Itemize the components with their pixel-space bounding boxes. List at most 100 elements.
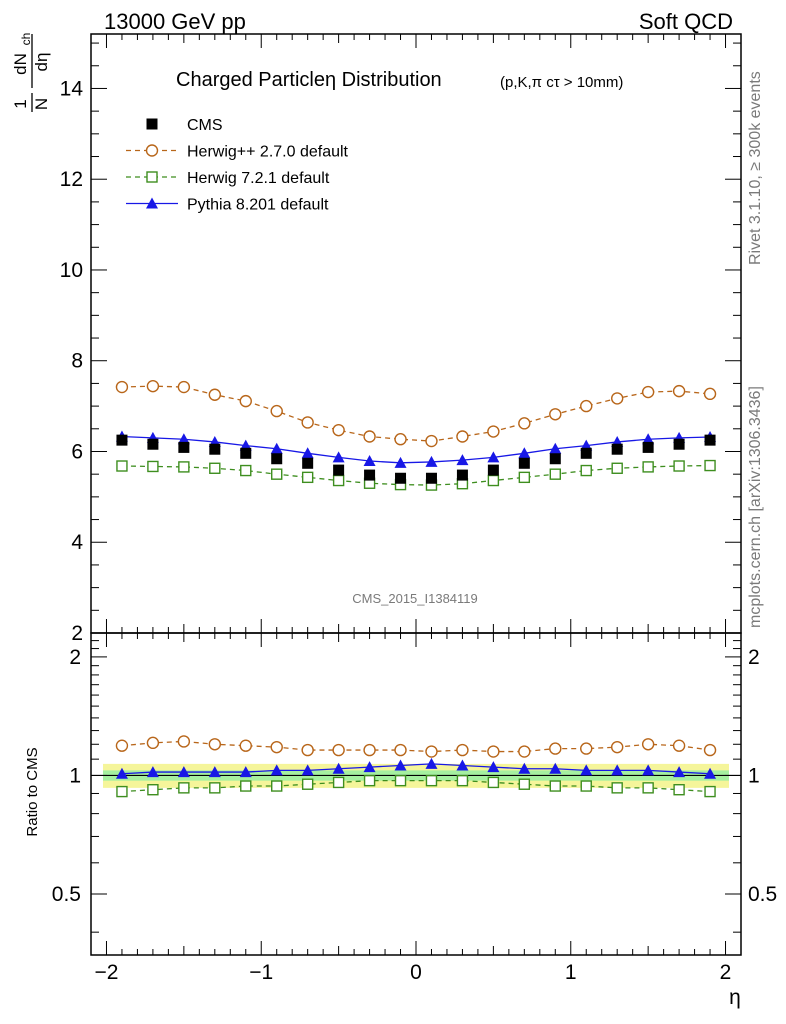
point-main-herwig-2-7-0-default-12 bbox=[487, 425, 500, 438]
point-ratio-pythia-8-201-default-16 bbox=[611, 764, 624, 776]
legend-marker-pythia-8-201-default bbox=[146, 197, 158, 209]
point-ratio-herwig-2-7-0-default-10 bbox=[425, 745, 438, 758]
watermark: CMS_2015_I1384119 bbox=[352, 591, 478, 606]
point-main-herwig-7-2-1-default-15 bbox=[580, 464, 592, 477]
point-ratio-herwig-7-2-1-default-13 bbox=[518, 778, 531, 790]
point-main-cms-7 bbox=[333, 464, 345, 476]
point-ratio-herwig-7-2-1-default-0 bbox=[116, 785, 128, 798]
point-main-cms-0 bbox=[116, 434, 128, 446]
point-main-herwig-7-2-1-default-0 bbox=[116, 460, 128, 472]
point-main-cms-8 bbox=[364, 469, 376, 481]
y-tick-label-ratio-left-0: 0.5 bbox=[52, 883, 81, 906]
point-main-cms-14 bbox=[549, 453, 561, 465]
series-layer bbox=[115, 379, 717, 798]
point-main-herwig-7-2-1-default-14 bbox=[549, 468, 561, 480]
point-main-cms-15 bbox=[580, 447, 592, 459]
point-main-cms-11 bbox=[456, 469, 468, 481]
point-ratio-pythia-8-201-default-5 bbox=[270, 764, 283, 776]
point-main-cms-18 bbox=[673, 438, 685, 450]
point-main-herwig-7-2-1-default-4 bbox=[240, 464, 252, 477]
point-main-herwig-2-7-0-default-19 bbox=[703, 387, 717, 401]
point-ratio-herwig-7-2-1-default-3 bbox=[209, 782, 221, 794]
y-tick-label-ratio-right-2: 2 bbox=[748, 646, 760, 669]
point-main-cms-1 bbox=[147, 438, 159, 450]
point-main-pythia-8-201-default-6 bbox=[301, 447, 314, 459]
point-main-cms-17 bbox=[642, 441, 654, 453]
y-label-frac-num: 1 bbox=[11, 99, 30, 108]
point-ratio-herwig-2-7-0-default-5 bbox=[270, 740, 283, 754]
point-main-herwig-2-7-0-default-0 bbox=[115, 380, 129, 394]
point-main-pythia-8-201-default-2 bbox=[177, 433, 190, 445]
header-right: Soft QCD bbox=[639, 9, 733, 34]
point-ratio-pythia-8-201-default-1 bbox=[146, 766, 159, 778]
point-ratio-pythia-8-201-default-2 bbox=[177, 766, 190, 778]
x-tick-label-2: 0 bbox=[410, 961, 422, 984]
point-ratio-pythia-8-201-default-0 bbox=[115, 767, 128, 779]
point-ratio-pythia-8-201-default-14 bbox=[549, 762, 562, 774]
y-tick-label-main-4: 10 bbox=[60, 259, 83, 282]
point-main-pythia-8-201-default-8 bbox=[363, 455, 376, 467]
point-main-cms-16 bbox=[611, 443, 623, 455]
x-tick-label-3: 1 bbox=[565, 961, 577, 984]
chart-title: Charged Particleη Distribution bbox=[176, 69, 442, 91]
y-tick-label-main-3: 8 bbox=[71, 350, 83, 373]
ratio-plot-frame bbox=[90, 632, 742, 956]
point-main-herwig-7-2-1-default-17 bbox=[642, 461, 654, 473]
point-main-pythia-8-201-default-9 bbox=[394, 456, 407, 468]
point-main-herwig-2-7-0-default-9 bbox=[394, 433, 407, 446]
header-left: 13000 GeV pp bbox=[104, 9, 246, 34]
point-ratio-pythia-8-201-default-15 bbox=[580, 764, 593, 776]
point-main-herwig-2-7-0-default-1 bbox=[146, 379, 160, 393]
point-ratio-herwig-7-2-1-default-2 bbox=[178, 782, 190, 794]
point-ratio-herwig-7-2-1-default-10 bbox=[425, 774, 438, 787]
point-main-cms-12 bbox=[487, 464, 499, 476]
point-main-herwig-2-7-0-default-5 bbox=[270, 404, 283, 418]
legend-label-herwig-7-2-1-default: Herwig 7.2.1 default bbox=[187, 170, 330, 187]
point-ratio-pythia-8-201-default-19 bbox=[704, 767, 717, 779]
point-ratio-pythia-8-201-default-4 bbox=[239, 766, 252, 778]
point-ratio-herwig-2-7-0-default-14 bbox=[549, 742, 562, 755]
point-main-herwig-2-7-0-default-8 bbox=[363, 430, 376, 443]
point-ratio-herwig-7-2-1-default-4 bbox=[240, 780, 252, 792]
point-main-herwig-7-2-1-default-3 bbox=[209, 462, 221, 474]
y-tick-label-main-2: 6 bbox=[71, 440, 83, 463]
point-ratio-pythia-8-201-default-18 bbox=[673, 766, 686, 778]
point-main-herwig-2-7-0-default-18 bbox=[672, 384, 686, 398]
x-axis-label: η bbox=[729, 986, 741, 1009]
point-main-cms-2 bbox=[178, 441, 190, 453]
point-ratio-herwig-7-2-1-default-19 bbox=[704, 785, 716, 798]
point-ratio-pythia-8-201-default-6 bbox=[301, 764, 314, 776]
y-label-d-den: dη bbox=[32, 53, 51, 72]
y-tick-label-main-0: 2 bbox=[71, 622, 83, 645]
point-main-pythia-8-201-default-17 bbox=[642, 433, 655, 445]
y-tick-label-ratio-left-1: 1 bbox=[69, 764, 81, 787]
point-main-pythia-8-201-default-7 bbox=[332, 451, 345, 463]
point-main-pythia-8-201-default-10 bbox=[425, 455, 438, 467]
point-main-cms-10 bbox=[425, 472, 437, 484]
point-ratio-pythia-8-201-default-7 bbox=[332, 762, 345, 774]
point-ratio-herwig-2-7-0-default-18 bbox=[672, 739, 686, 752]
point-ratio-pythia-8-201-default-9 bbox=[394, 759, 407, 771]
point-main-cms-19 bbox=[704, 434, 716, 446]
y-label-frac-den: N bbox=[32, 98, 51, 110]
point-ratio-herwig-2-7-0-default-0 bbox=[115, 739, 129, 752]
point-ratio-herwig-7-2-1-default-15 bbox=[580, 780, 592, 792]
chart-subtitle: (p,K,π cτ > 10mm) bbox=[500, 74, 623, 91]
legend: CMS Herwig++ 2.7.0 default Herwig 7.2.1 de… bbox=[126, 117, 349, 214]
point-main-herwig-2-7-0-default-7 bbox=[332, 423, 345, 437]
series-line-main-pythia-8-201-default bbox=[121, 435, 711, 464]
point-main-cms-13 bbox=[518, 457, 530, 469]
point-main-herwig-2-7-0-default-4 bbox=[239, 394, 252, 408]
point-ratio-herwig-7-2-1-default-7 bbox=[332, 776, 345, 789]
point-ratio-herwig-7-2-1-default-5 bbox=[271, 780, 283, 792]
point-main-herwig-2-7-0-default-17 bbox=[641, 385, 655, 399]
point-ratio-pythia-8-201-default-3 bbox=[208, 766, 221, 778]
point-main-pythia-8-201-default-13 bbox=[518, 447, 531, 459]
point-ratio-herwig-7-2-1-default-18 bbox=[673, 784, 685, 796]
legend-marker-herwig-2-7-0-default bbox=[145, 144, 159, 157]
point-ratio-pythia-8-201-default-8 bbox=[363, 761, 376, 773]
point-ratio-herwig-2-7-0-default-9 bbox=[394, 743, 407, 757]
point-ratio-herwig-2-7-0-default-12 bbox=[487, 745, 500, 758]
